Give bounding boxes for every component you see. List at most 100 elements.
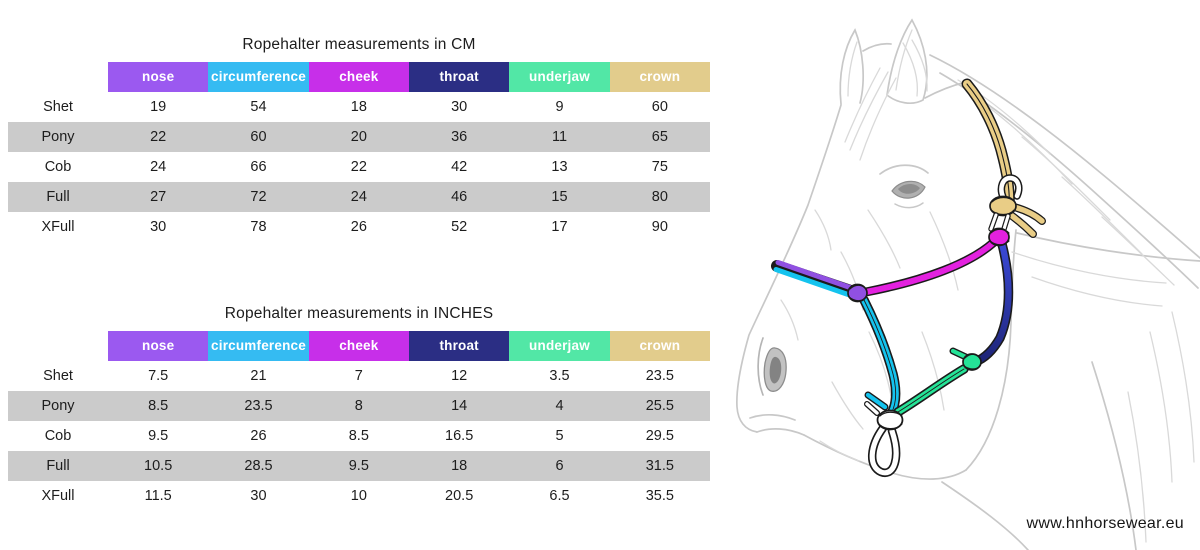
value-cell: 3.5 [549,368,570,384]
value-cell: 12 [451,368,468,384]
row-label: Shet [43,99,73,115]
value-cell: 20 [350,129,367,145]
value-cell: 21 [250,368,267,384]
column-header-throat: throat [409,62,510,92]
value-cell: 75 [651,159,668,175]
value-cell: 80 [651,189,668,205]
horse-nostril [763,347,787,392]
value-cell: 60 [651,99,668,115]
row-label: Cob [44,159,72,175]
cheek-rope [861,238,998,297]
value-cell: 65 [651,129,668,145]
row-label: XFull [41,219,75,235]
value-cell: 11.5 [144,488,172,504]
value-cell: 18 [451,458,468,474]
value-cell: 30 [451,99,468,115]
value-cell: 52 [451,219,468,235]
value-cell: 46 [451,189,468,205]
column-header-nose: nose [108,62,209,92]
value-cell: 8 [354,398,363,414]
value-cell: 6.5 [549,488,570,504]
underjaw-rope [893,347,972,417]
value-cell: 35.5 [645,488,674,504]
table-row-xfull: XFull 30 78 26 52 17 90 [8,212,710,242]
row-label: Full [46,189,70,205]
value-cell: 22 [350,159,367,175]
value-cell: 24 [350,189,367,205]
row-label: XFull [41,488,75,504]
table-row-cob: Cob 24 66 22 42 13 75 [8,152,710,182]
value-cell: 23.5 [244,398,273,414]
table-title: Ropehalter measurements in INCHES [224,305,494,322]
table-title: Ropehalter measurements in CM [242,36,476,53]
noseband-knot [847,283,868,303]
value-cell: 30 [150,219,167,235]
value-cell: 8.5 [148,398,169,414]
cheek-knot [988,227,1010,247]
nose-side-rope [859,295,901,419]
table-row-pony: Pony 8.5 23.5 8 14 4 25.5 [8,391,710,421]
value-cell: 13 [551,159,568,175]
noseband-rope [771,260,857,297]
value-cell: 30 [250,488,267,504]
value-cell: 10 [350,488,367,504]
value-cell: 7.5 [148,368,169,384]
crown-loop [997,174,1023,201]
horse-head-sketch [736,18,1200,550]
value-cell: 9.5 [148,428,169,444]
value-cell: 15 [551,189,568,205]
table-row-cob: Cob 9.5 26 8.5 16.5 5 29.5 [8,421,710,451]
value-cell: 42 [451,159,468,175]
throat-rope [970,239,1014,367]
column-header-crown: crown [609,331,710,361]
table-row-pony: Pony 22 60 20 36 11 65 [8,122,710,152]
value-cell: 31.5 [645,458,674,474]
value-cell: 14 [451,398,468,414]
value-cell: 22 [150,129,167,145]
value-cell: 16.5 [445,428,474,444]
value-cell: 36 [451,129,468,145]
value-cell: 72 [250,189,267,205]
value-cell: 24 [150,159,167,175]
horse-sketch-shading [780,29,1195,543]
column-header-nose: nose [108,331,209,361]
row-label: Pony [41,129,75,145]
crown-knot [989,195,1017,217]
row-label: Full [46,458,70,474]
value-cell: 66 [250,159,267,175]
table-row-shet: Shet 7.5 21 7 12 3.5 23.5 [8,361,710,391]
value-cell: 26 [350,219,367,235]
value-cell: 8.5 [348,428,369,444]
value-cell: 78 [250,219,267,235]
column-header-circumference: circumference [208,331,309,361]
connector-strands [988,212,1011,232]
value-cell: 17 [551,219,568,235]
value-cell: 54 [250,99,267,115]
website-url: www.hnhorsewear.eu [1026,515,1184,532]
value-cell: 20.5 [445,488,474,504]
horse-eye [891,180,926,209]
underjaw-knot [962,353,982,371]
value-cell: 11 [551,129,568,145]
table-header-row: nose circumference cheek throat underjaw crow… [8,331,710,361]
value-cell: 23.5 [645,368,674,384]
value-cell: 4 [555,398,564,414]
value-cell: 18 [350,99,367,115]
value-cell: 28.5 [244,458,273,474]
column-header-throat: throat [409,331,510,361]
size-chart-cm: Ropehalter measurements in CM nose circum… [8,36,710,242]
value-cell: 5 [555,428,564,444]
value-cell: 60 [250,129,267,145]
value-cell: 19 [150,99,167,115]
row-label: Cob [44,428,72,444]
rope-halter [771,78,1046,477]
table-body: Shet 7.5 21 7 12 3.5 23.5 Pony 8.5 23.5 8 14 4 25.5 Co… [8,361,710,511]
column-header-underjaw: underjaw [509,62,610,92]
horse-halter-illustration [736,18,1200,550]
column-header-cheek: cheek [308,331,409,361]
value-cell: 10.5 [144,458,173,474]
header-spacer [8,331,108,361]
column-header-circumference: circumference [208,62,309,92]
value-cell: 26 [250,428,267,444]
value-cell: 90 [651,219,668,235]
